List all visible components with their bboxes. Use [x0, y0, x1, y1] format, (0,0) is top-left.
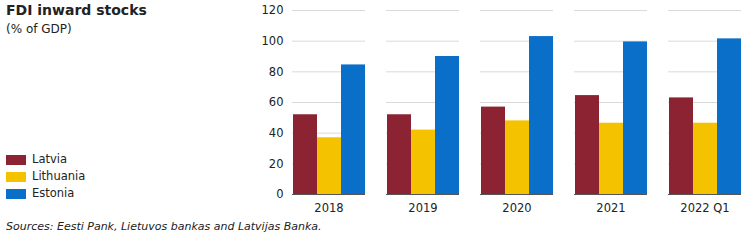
svg-text:2021: 2021: [596, 201, 625, 215]
html-text:FDI inward stocks: FDI inward stocks: [6, 2, 147, 18]
svg-text:100: 100: [262, 34, 284, 48]
svg-text:120: 120: [262, 3, 284, 17]
svg-text:2022 Q1: 2022 Q1: [680, 201, 729, 215]
html-text:Lithuania: Lithuania: [32, 169, 86, 183]
svg-text:40: 40: [269, 126, 284, 140]
svg-text:20: 20: [269, 157, 284, 171]
html-text:(% of GDP): (% of GDP): [6, 22, 72, 36]
svg-text:0: 0: [276, 187, 283, 201]
svg-text:80: 80: [269, 65, 284, 79]
html-text:Latvia: Latvia: [32, 152, 67, 166]
svg-text:60: 60: [269, 95, 284, 109]
svg-text:2020: 2020: [502, 201, 531, 215]
html-text:Estonia: Estonia: [32, 186, 75, 200]
svg-text:2019: 2019: [408, 201, 437, 215]
html-text:Sources: Eesti Pank, Lietuvos: Sources: Eesti Pank, Lietuvos bankas and…: [6, 220, 322, 233]
svg-text:2018: 2018: [314, 201, 343, 215]
